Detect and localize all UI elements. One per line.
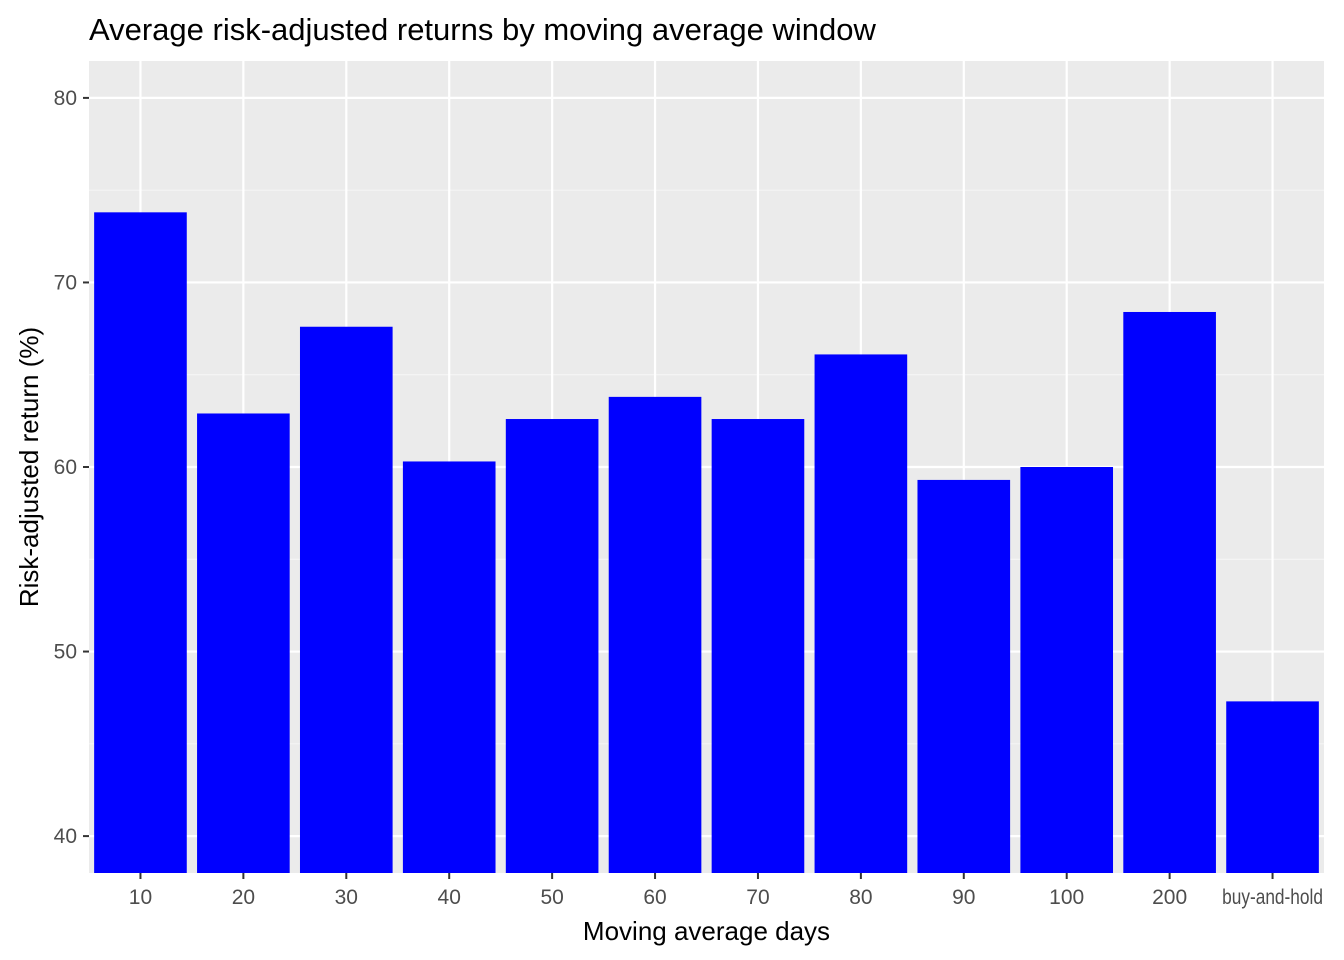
bar-buy-and-hold [1226,701,1319,873]
y-tick-label: 40 [54,825,77,848]
bar-200 [1123,311,1216,873]
bar-50 [505,419,599,873]
x-tick-label: 50 [540,886,563,909]
chart-title: Average risk-adjusted returns by moving … [89,12,876,47]
x-tick-label: 70 [746,886,769,909]
minor-gridlines [89,189,1324,745]
x-tick-label: 80 [849,886,872,909]
y-tick-label: 60 [54,456,77,479]
x-tick-label: 200 [1152,886,1187,909]
x-tick-label: buy-and-hold [1222,886,1323,909]
bars [94,212,1319,874]
x-tick-label: 100 [1049,886,1084,909]
bar-90 [917,479,1011,873]
x-tick-label: 40 [438,886,461,909]
y-axis-title: Risk-adjusted return (%) [14,327,44,607]
bar-70 [711,419,805,873]
x-axis: 10 20 30 40 50 60 70 80 90 100 200 buy-and-hold [129,873,1323,909]
x-tick-label: 20 [232,886,255,909]
bar-80 [814,354,908,874]
y-tick-label: 80 [54,87,77,110]
bar-10 [94,212,187,873]
bar-100 [1020,467,1114,873]
x-tick-label: 60 [643,886,666,909]
x-axis-title: Moving average days [583,916,830,946]
bar-60 [608,396,702,873]
x-tick-label: 90 [952,886,975,909]
y-tick-label: 70 [54,271,77,294]
y-axis: 40 50 60 70 80 [54,87,89,848]
x-tick-label: 10 [129,886,152,909]
bar-30 [299,326,393,873]
x-tick-label: 30 [335,886,358,909]
y-tick-label: 50 [54,641,77,664]
bar-40 [402,461,496,873]
bar-20 [197,413,290,873]
